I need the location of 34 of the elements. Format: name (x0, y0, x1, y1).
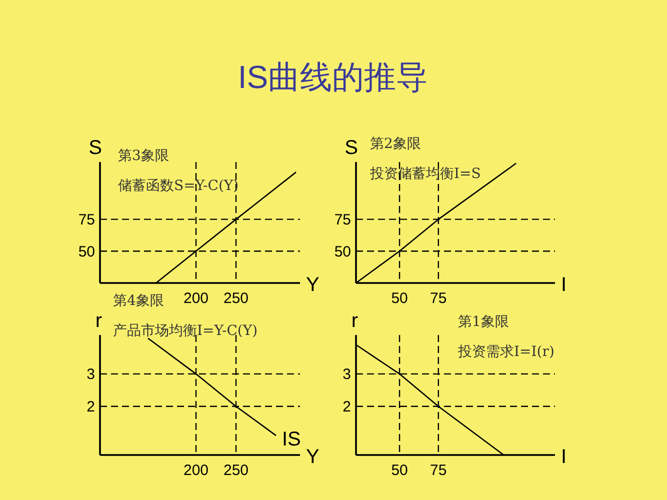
x-tick-label: 200 (183, 290, 209, 307)
text: 第4象限 (113, 293, 164, 309)
y-tick-label: 75 (78, 212, 95, 229)
y-axis-title: S (344, 137, 358, 159)
x-axis-title: I (561, 274, 567, 296)
y-axis-title: r (351, 310, 358, 332)
x-tick-label: 50 (391, 290, 408, 307)
x-tick-label: 50 (391, 462, 408, 479)
x-tick-label: 250 (223, 462, 249, 479)
x-tick-label: 250 (223, 290, 249, 307)
chart-title: IS曲线的推导 (238, 59, 428, 95)
x-axis-title: Y (306, 446, 320, 468)
x-tick-label: 200 (183, 462, 209, 479)
annotation: 储蓄函数S=Y-C(Y) (118, 178, 239, 194)
y-tick-label: 50 (78, 243, 95, 260)
series-label: IS (282, 428, 301, 451)
annotation: 投资储蓄均衡I=S (369, 166, 481, 182)
text: 第1象限 (458, 314, 509, 330)
x-axis-title: Y (306, 274, 320, 296)
y-tick-label: 3 (86, 366, 95, 384)
x-tick-label: 75 (430, 290, 447, 307)
y-axis-title: r (95, 310, 102, 332)
x-axis-title: I (561, 446, 567, 468)
x-tick-label: 75 (430, 462, 447, 479)
text: 第2象限 (370, 136, 421, 152)
y-tick-label: 2 (86, 398, 95, 416)
annotation: 产品市场均衡I=Y-C(Y) (113, 323, 258, 339)
y-tick-label: 3 (342, 366, 351, 384)
y-tick-label: 50 (334, 243, 351, 260)
y-tick-label: 75 (334, 212, 351, 229)
y-tick-label: 2 (342, 398, 351, 416)
annotation: 第3象限 (118, 148, 169, 164)
y-axis-title: S (88, 137, 102, 159)
annotation: 投资需求I=I(r) (457, 344, 554, 360)
